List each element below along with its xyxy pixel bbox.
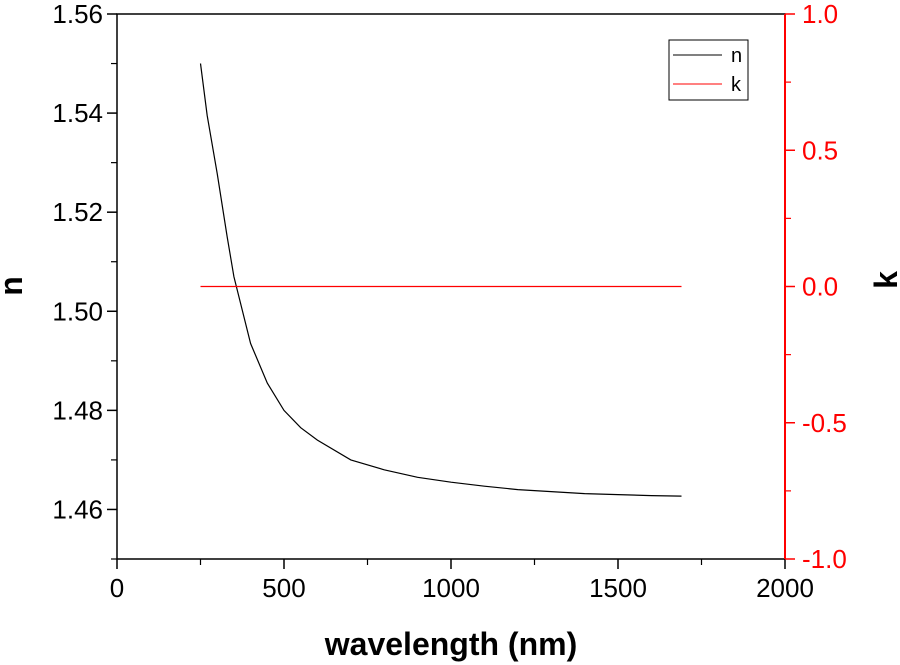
y-axis: 1.46 1.48 1.50 1.52 1.54 1.56 (52, 0, 117, 560)
y-tick-label: 1.48 (52, 395, 103, 425)
legend-box (668, 39, 749, 101)
y-tick-label: 1.56 (52, 0, 103, 29)
series-layer (199, 63, 682, 497)
y-tick-label: 1.50 (52, 296, 103, 326)
x-tick-label: 0 (110, 573, 124, 603)
y-tick-label: 1.54 (52, 98, 103, 128)
legend: n k (668, 39, 749, 101)
legend-label-n: n (731, 45, 742, 67)
x-axis: 0 500 1000 1500 2000 (110, 559, 814, 603)
x-tick-label: 1500 (589, 573, 647, 603)
y2-tick-label: 0.0 (802, 272, 838, 302)
x-axis-title: wavelength (nm) (324, 626, 577, 662)
y2-axis-title: k (868, 271, 900, 289)
y-tick-label: 1.52 (52, 197, 103, 227)
y-tick-label: 1.46 (52, 494, 103, 524)
y2-tick-label: 1.0 (802, 0, 838, 29)
y-axis-title: n (0, 276, 29, 296)
y2-tick-label: -1.0 (802, 544, 847, 574)
series-line-n (199, 63, 682, 497)
x-tick-label: 1000 (422, 573, 480, 603)
y2-tick-label: -0.5 (802, 408, 847, 438)
y2-axis: -1.0 -0.5 0.0 0.5 1.0 (785, 0, 847, 574)
y2-tick-label: 0.5 (802, 135, 838, 165)
legend-label-k: k (731, 74, 742, 96)
x-tick-label: 2000 (756, 573, 814, 603)
x-tick-label: 500 (262, 573, 305, 603)
